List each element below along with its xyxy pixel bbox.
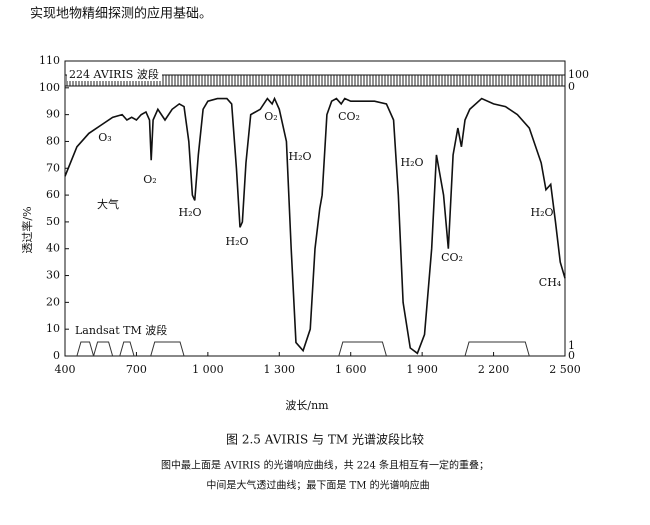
annotation: CO₂ [338,110,360,123]
annotation: H₂O [530,206,553,219]
annotation: O₂ [264,110,277,123]
y-tick-label: 110 [39,54,60,67]
x-tick-label: 2 500 [549,363,581,376]
caption-title: 图 2.5 AVIRIS 与 TM 光谱波段比较 [226,432,424,447]
tm-band [119,341,135,357]
annotation: H₂O [400,156,423,169]
right-label: 0 [568,349,575,362]
label-bg [67,69,162,81]
y-axis-label: 透过率/% [20,206,34,253]
tm-label: Landsat TM 波段 [75,323,167,337]
annotation: O₃ [98,131,111,144]
x-tick-label: 700 [126,363,147,376]
x-tick-label: 1 300 [264,363,296,376]
y-tick-label: 100 [39,81,60,94]
annotation: H₂O [225,235,248,248]
tm-band [338,341,387,357]
transmittance-line [64,96,566,355]
tm-band [93,341,114,357]
x-axis-label: 波长/nm [285,399,329,412]
right-label: 1 [568,339,575,352]
y-tick-label: 90 [46,108,60,121]
y-tick-label: 0 [53,349,60,362]
tm-band [150,341,185,357]
annotation: 大气 [97,197,119,211]
right-label: 0 [568,80,575,93]
aviris-label: 224 AVIRIS 波段 [69,67,159,81]
tm-band [76,341,95,357]
annotation: H₂O [288,150,311,163]
caption-line: 图中最上面是 AVIRIS 的光谱响应曲线，共 224 条且相互有一定的重叠； [161,459,489,472]
annotation: H₂O [178,206,201,219]
annotation: O₂ [143,173,156,186]
x-tick-label: 1 900 [406,363,438,376]
x-tick-label: 1 000 [192,363,224,376]
y-tick-label: 70 [46,161,60,174]
tm-band [464,341,530,357]
y-tick-label: 80 [46,134,60,147]
page-text: 实现地物精细探测的应用基础。 [30,6,212,22]
y-tick-label: 10 [46,322,60,335]
y-tick-label: 60 [46,188,60,201]
x-tick-label: 1 600 [335,363,367,376]
x-tick-label: 400 [55,363,76,376]
y-tick-label: 50 [46,215,60,228]
y-tick-label: 20 [46,295,60,308]
right-label: 100 [568,68,589,81]
plot-frame [64,60,566,357]
aviris-strip [64,74,566,87]
caption-line: 中间是大气透过曲线；最下面是 TM 的光谱响应曲 [206,479,429,492]
x-tick-label: 2 200 [478,363,510,376]
y-tick-label: 40 [46,242,60,255]
annotation: CO₂ [441,251,463,264]
annotation: CH₄ [539,276,562,289]
y-tick-label: 30 [46,269,60,282]
